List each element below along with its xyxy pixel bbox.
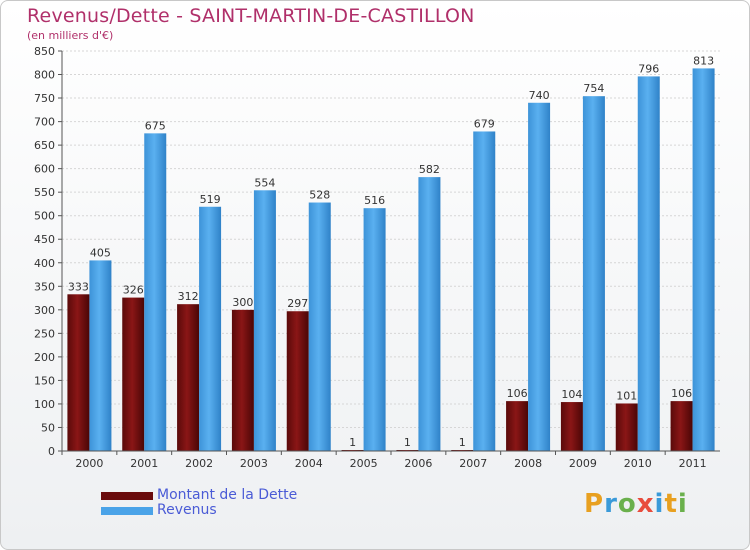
legend-item-debt: Montant de la Dette bbox=[101, 488, 297, 503]
bar-dette bbox=[231, 309, 254, 451]
legend-swatch-revenus bbox=[101, 506, 153, 515]
logo-letter: r bbox=[604, 489, 618, 519]
value-label-revenus: 528 bbox=[309, 189, 330, 202]
y-tick-label: 50 bbox=[41, 421, 55, 434]
bar-dette bbox=[122, 297, 145, 451]
bar-revenus bbox=[253, 190, 276, 451]
proxiti-logo: Proxiti bbox=[584, 489, 688, 519]
logo-letter: o bbox=[617, 489, 637, 519]
bar-dette bbox=[615, 403, 638, 451]
bar-revenus bbox=[528, 102, 551, 451]
value-label-revenus: 554 bbox=[254, 176, 275, 189]
value-label-revenus: 740 bbox=[529, 89, 550, 102]
logo-letter: i bbox=[677, 489, 688, 519]
y-tick-label: 850 bbox=[34, 45, 55, 58]
value-label-revenus: 519 bbox=[200, 193, 221, 206]
y-tick-label: 100 bbox=[34, 398, 55, 411]
y-tick-label: 550 bbox=[34, 186, 55, 199]
bar-revenus bbox=[89, 260, 112, 451]
value-label-dette: 1 bbox=[404, 436, 411, 449]
value-label-revenus: 516 bbox=[364, 194, 385, 207]
x-tick-label: 2007 bbox=[459, 457, 487, 470]
legend-label-debt: Montant de la Dette bbox=[157, 487, 298, 503]
legend-swatch-debt bbox=[101, 491, 153, 500]
bar-revenus bbox=[692, 68, 715, 451]
y-tick-label: 600 bbox=[34, 163, 55, 176]
value-label-dette: 1 bbox=[349, 436, 356, 449]
y-tick-label: 250 bbox=[34, 327, 55, 340]
legend-item-revenus: Revenus bbox=[101, 503, 297, 518]
bar-revenus bbox=[582, 96, 605, 452]
bar-revenus bbox=[308, 202, 331, 451]
bars bbox=[67, 68, 715, 452]
y-tick-label: 500 bbox=[34, 210, 55, 223]
logo-letter: t bbox=[664, 489, 678, 519]
bar-dette bbox=[67, 294, 90, 451]
y-tick-label: 750 bbox=[34, 92, 55, 105]
value-label-revenus: 679 bbox=[474, 117, 495, 130]
logo-letter: P bbox=[584, 489, 605, 519]
logo-letter: i bbox=[654, 489, 665, 519]
value-label-revenus: 675 bbox=[145, 119, 166, 132]
bar-dette bbox=[670, 401, 693, 451]
chart-subtitle: (en milliers d'€) bbox=[27, 29, 114, 42]
value-label-revenus: 813 bbox=[693, 54, 714, 67]
value-label-dette: 106 bbox=[671, 387, 692, 400]
y-tick-label: 400 bbox=[34, 257, 55, 270]
value-label-dette: 326 bbox=[123, 284, 144, 297]
bar-revenus bbox=[418, 177, 441, 451]
x-tick-label: 2008 bbox=[514, 457, 542, 470]
x-tick-label: 2004 bbox=[295, 457, 323, 470]
legend-label-revenus: Revenus bbox=[157, 502, 217, 518]
bar-revenus bbox=[199, 206, 222, 451]
x-tick-label: 2010 bbox=[624, 457, 652, 470]
y-tick-label: 350 bbox=[34, 280, 55, 293]
bar-dette bbox=[177, 304, 200, 451]
legend: Montant de la Dette Revenus bbox=[101, 488, 297, 518]
bar-revenus bbox=[144, 133, 167, 451]
bar-revenus bbox=[473, 131, 496, 451]
chart-title: Revenus/Dette - SAINT-MARTIN-DE-CASTILLO… bbox=[27, 5, 475, 27]
bar-dette bbox=[286, 311, 309, 451]
bar-revenus bbox=[637, 76, 660, 451]
y-tick-label: 800 bbox=[34, 69, 55, 82]
y-tick-label: 700 bbox=[34, 116, 55, 129]
x-tick-label: 2009 bbox=[569, 457, 597, 470]
y-tick-label: 200 bbox=[34, 351, 55, 364]
x-tick-label: 2001 bbox=[130, 457, 158, 470]
x-tick-label: 2011 bbox=[679, 457, 707, 470]
y-tick-label: 0 bbox=[48, 445, 55, 458]
value-labels: 333 405 326 675 312 519 300 554 297 528 1 516 1 582 1 6… bbox=[68, 54, 714, 449]
value-label-dette: 1 bbox=[459, 436, 466, 449]
y-tick-label: 450 bbox=[34, 233, 55, 246]
value-label-dette: 106 bbox=[507, 387, 528, 400]
axes: 0 50 100 150 200 250 300 350 400 450 500 550 600 650 7… bbox=[34, 45, 720, 470]
value-label-dette: 297 bbox=[287, 297, 308, 310]
x-tick-label: 2005 bbox=[350, 457, 378, 470]
value-label-revenus: 582 bbox=[419, 163, 440, 176]
grid-lines bbox=[62, 50, 720, 452]
y-tick-label: 150 bbox=[34, 374, 55, 387]
bar-revenus bbox=[363, 208, 386, 451]
value-label-revenus: 796 bbox=[638, 62, 659, 75]
y-tick-label: 300 bbox=[34, 304, 55, 317]
value-label-dette: 300 bbox=[232, 296, 253, 309]
y-tick-label: 650 bbox=[34, 139, 55, 152]
value-label-dette: 333 bbox=[68, 280, 89, 293]
value-label-dette: 312 bbox=[178, 290, 199, 303]
logo-letter: x bbox=[636, 489, 655, 519]
x-tick-label: 2003 bbox=[240, 457, 268, 470]
value-label-dette: 101 bbox=[616, 389, 637, 402]
value-label-dette: 104 bbox=[561, 388, 582, 401]
value-label-revenus: 405 bbox=[90, 246, 111, 259]
value-label-revenus: 754 bbox=[583, 82, 604, 95]
x-tick-label: 2006 bbox=[404, 457, 432, 470]
bar-dette bbox=[560, 402, 583, 451]
x-tick-label: 2002 bbox=[185, 457, 213, 470]
x-tick-label: 2000 bbox=[75, 457, 103, 470]
bar-dette bbox=[506, 401, 529, 451]
